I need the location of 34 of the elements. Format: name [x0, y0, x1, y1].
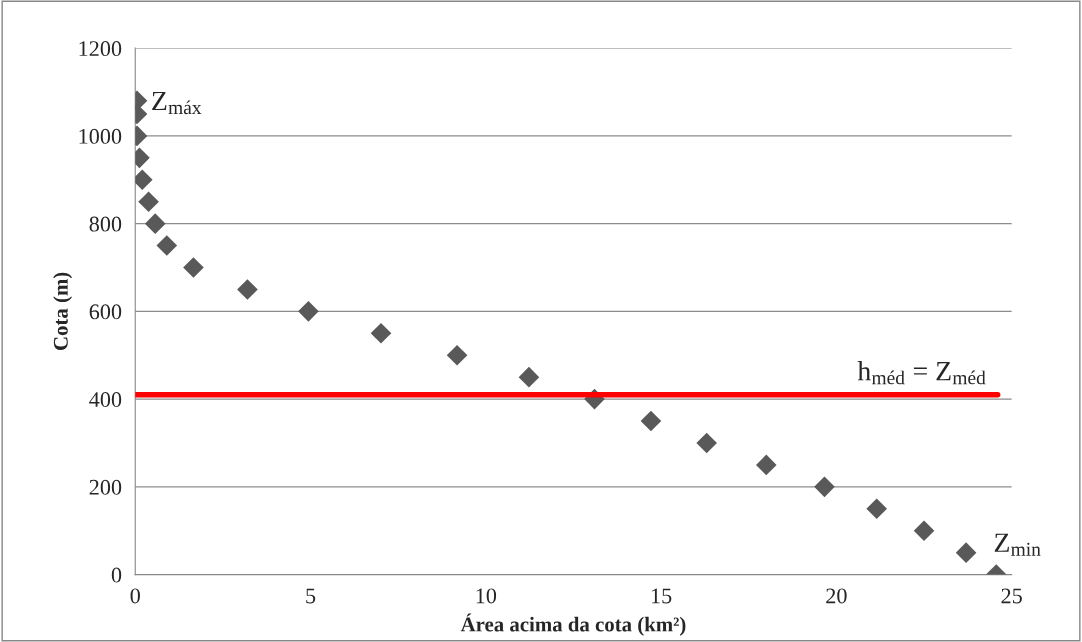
y-tick-label: 600: [89, 304, 122, 320]
point: [913, 520, 935, 542]
point: [446, 344, 468, 366]
y-tick-label: 1000: [79, 128, 122, 144]
y-axis-title: Cota (m): [53, 272, 73, 350]
point: [156, 235, 178, 256]
point: [237, 279, 258, 300]
point: [144, 213, 166, 234]
x-tick-label: 25: [1001, 588, 1022, 604]
x-tick-label: 10: [476, 588, 497, 604]
y-tick-label: 400: [89, 392, 122, 408]
annotation: h$_{méd}$ = Z$_{méd}$: [857, 361, 986, 385]
annotation: Z$_{min}$: [994, 533, 1041, 556]
y-tick-label: 1200: [79, 41, 122, 57]
x-tick-label: 20: [826, 588, 847, 604]
point: [298, 301, 319, 322]
x-axis-title: Área acima da cota (km²): [460, 613, 686, 636]
point: [755, 454, 777, 476]
point: [814, 476, 835, 498]
x-tick-label: 5: [306, 588, 316, 604]
point: [370, 323, 392, 344]
point: [866, 498, 887, 520]
x-tick-label: 0: [130, 588, 140, 604]
point: [696, 432, 717, 454]
y-tick-label: 200: [89, 479, 122, 495]
x-tick-label: 15: [651, 588, 672, 604]
annotation: Z$_{máx}$: [152, 91, 202, 115]
point: [183, 257, 204, 278]
y-tick-label: 800: [89, 216, 122, 232]
point: [955, 542, 977, 563]
point: [138, 191, 159, 212]
point: [640, 410, 662, 432]
y-tick-label: 0: [111, 567, 122, 583]
point: [518, 366, 540, 388]
